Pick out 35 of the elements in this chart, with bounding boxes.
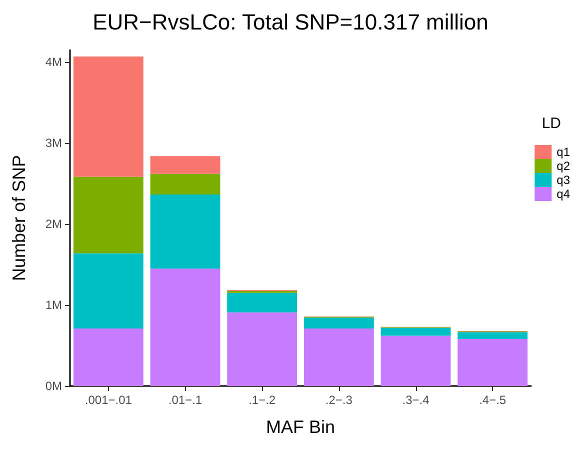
bar xyxy=(150,174,220,195)
y-tick-label: 2M xyxy=(45,217,62,232)
bar xyxy=(73,56,144,177)
bar xyxy=(458,339,528,386)
x-tick-label: .3−.4 xyxy=(402,393,430,407)
bar xyxy=(73,176,144,254)
bar xyxy=(150,194,220,269)
legend-label: q1 xyxy=(556,145,570,159)
legend-label: q4 xyxy=(556,187,570,201)
x-tick-label: .2−.3 xyxy=(325,393,353,407)
bar xyxy=(73,328,144,386)
bar xyxy=(304,328,374,386)
bar xyxy=(380,336,451,386)
bar xyxy=(73,253,144,329)
x-tick-label: .001−.01 xyxy=(84,393,132,407)
legend-label: q3 xyxy=(556,173,570,187)
y-tick-label: 4M xyxy=(45,55,62,70)
legend-label: q2 xyxy=(556,159,570,173)
x-tick-label: .4−.5 xyxy=(479,393,506,407)
x-axis-title: MAF Bin xyxy=(266,417,336,437)
chart-title: EUR−RvsLCo: Total SNP=10.317 million xyxy=(92,10,488,34)
bar xyxy=(227,292,298,312)
legend-title: LD xyxy=(542,115,562,132)
bar xyxy=(227,312,298,386)
y-axis-title: Number of SNP xyxy=(9,154,29,282)
bar xyxy=(380,328,451,336)
x-tick-label: .01−.1 xyxy=(168,393,202,407)
y-tick-label: 3M xyxy=(45,136,62,150)
bar xyxy=(458,332,528,340)
y-tick-label: 1M xyxy=(45,298,62,312)
bar xyxy=(150,156,220,174)
x-tick-label: .1−.2 xyxy=(248,393,276,407)
bar xyxy=(304,318,374,329)
y-tick-label: 0M xyxy=(45,379,62,393)
bar xyxy=(150,268,220,386)
